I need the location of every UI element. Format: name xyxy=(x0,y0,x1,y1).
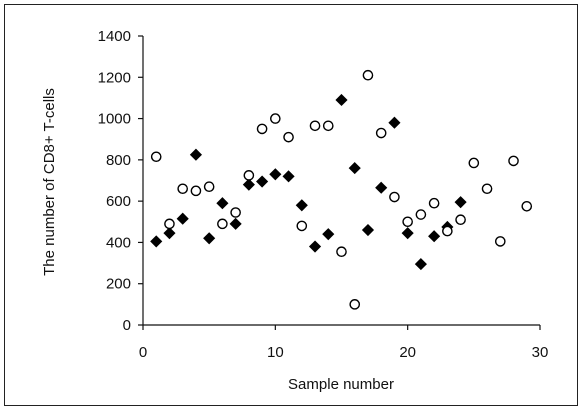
circle-point xyxy=(322,120,334,132)
y-tick-label: 1200 xyxy=(98,69,131,86)
circle-point xyxy=(190,185,202,197)
diamond-point xyxy=(282,170,295,183)
x-axis-title: Sample number xyxy=(288,376,394,393)
diamond-point xyxy=(322,228,335,241)
y-tick-label: 400 xyxy=(106,234,131,251)
diamond-point xyxy=(428,230,441,243)
x-tick-label: 10 xyxy=(267,344,284,361)
diamond-point xyxy=(454,196,467,209)
diamond-point xyxy=(203,232,216,245)
x-tick-label: 20 xyxy=(399,344,416,361)
diamond-point xyxy=(401,227,414,240)
diamond-point xyxy=(308,240,322,253)
circle-point xyxy=(508,155,519,167)
y-axis-title: The number of CD8+ T-cells xyxy=(41,88,58,276)
circle-point xyxy=(230,207,241,218)
diamond-point xyxy=(242,178,255,191)
diamond-point xyxy=(414,258,427,271)
diamond-point xyxy=(295,199,308,212)
diamond-point xyxy=(361,223,375,237)
axes xyxy=(142,36,540,326)
diamond-point xyxy=(269,168,282,181)
circle-point xyxy=(455,214,466,226)
circle-point xyxy=(521,201,533,212)
diamond-point xyxy=(335,93,348,107)
x-tick-label: 30 xyxy=(532,344,549,361)
ticks: 0 200 400 600 800 1000 1200 1400 0 10 20 30 xyxy=(98,28,549,361)
y-tick-label: 1000 xyxy=(98,111,131,128)
circle-point xyxy=(150,151,162,163)
diamond-point xyxy=(176,212,189,225)
diamond-point xyxy=(189,148,202,161)
diamond-point xyxy=(348,162,361,175)
circle-point xyxy=(428,197,440,209)
circle-point xyxy=(283,131,294,143)
chart-frame xyxy=(4,4,578,406)
y-tick-label: 1400 xyxy=(98,28,131,45)
y-tick-label: 600 xyxy=(106,193,131,210)
circle-point xyxy=(177,183,188,195)
circle-point xyxy=(349,299,361,310)
circle-point xyxy=(164,218,175,230)
y-tick-label: 800 xyxy=(106,152,131,169)
diamond-point xyxy=(229,217,242,230)
x-tick-label: 0 xyxy=(139,344,147,361)
y-tick-label: 200 xyxy=(106,276,131,293)
circle-point xyxy=(336,246,347,258)
circle-point xyxy=(270,113,281,124)
circle-point xyxy=(442,225,453,237)
circle-point xyxy=(468,157,480,169)
diamond-point xyxy=(150,235,163,248)
diamond-point xyxy=(163,227,176,240)
circle-point xyxy=(217,218,228,230)
circle-point xyxy=(203,181,215,192)
diamond-point xyxy=(388,116,401,129)
data-marks xyxy=(150,69,533,310)
circle-point xyxy=(389,191,400,203)
circle-point xyxy=(402,216,413,228)
circle-point xyxy=(362,69,374,81)
circle-point xyxy=(296,220,308,232)
circle-point xyxy=(494,236,506,247)
circle-point xyxy=(243,170,255,181)
diamond-point xyxy=(256,175,269,188)
diamond-point xyxy=(375,181,388,194)
circle-point xyxy=(415,209,427,220)
circle-point xyxy=(309,120,321,132)
diamond-point xyxy=(216,197,229,210)
circle-point xyxy=(375,127,387,139)
circle-point xyxy=(256,123,268,135)
circle-point xyxy=(481,183,493,195)
y-tick-label: 0 xyxy=(123,317,131,334)
